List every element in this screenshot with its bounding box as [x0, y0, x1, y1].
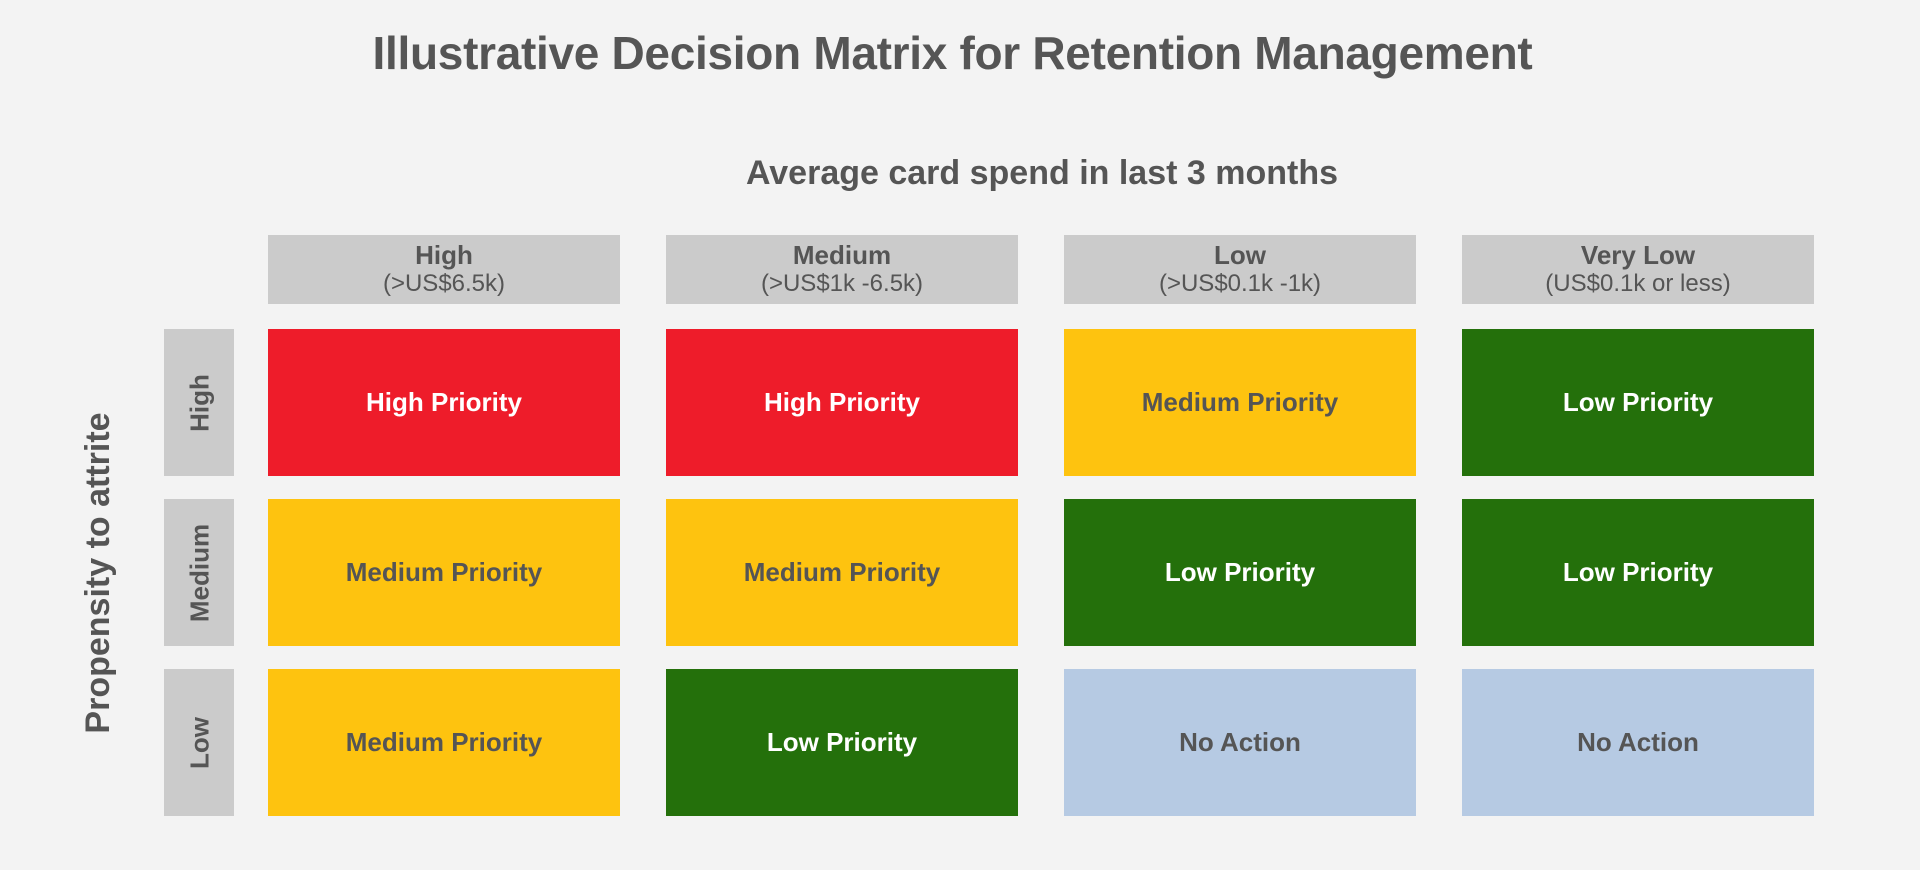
matrix-cell: Medium Priority [666, 499, 1018, 646]
matrix-cell: No Action [1064, 669, 1416, 816]
column-header-name: High [415, 240, 473, 270]
row-header-medium: Medium [164, 499, 234, 646]
column-header-low: Low (>US$0.1k -1k) [1064, 235, 1416, 304]
row-header-label: Medium [184, 523, 214, 622]
column-header-name: Medium [792, 240, 892, 270]
matrix-cell: Medium Priority [268, 499, 620, 646]
column-header-range: (>US$6.5k) [382, 270, 506, 297]
column-header-very-low: Very Low (US$0.1k or less) [1462, 235, 1814, 304]
column-header-name: Low [1214, 240, 1266, 270]
x-axis-title: Average card spend in last 3 months [745, 154, 1339, 192]
matrix-cell: Low Priority [1462, 499, 1814, 646]
column-header-high: High (>US$6.5k) [268, 235, 620, 304]
matrix-cell: High Priority [268, 329, 620, 476]
row-header-low: Low [164, 669, 234, 816]
matrix-cell: High Priority [666, 329, 1018, 476]
row-header-high: High [164, 329, 234, 476]
page-title: Illustrative Decision Matrix for Retenti… [372, 27, 1533, 79]
column-header-range: (>US$1k -6.5k) [760, 270, 924, 297]
matrix-cell: Medium Priority [1064, 329, 1416, 476]
row-header-label: High [184, 373, 214, 432]
matrix-cell: Medium Priority [268, 669, 620, 816]
column-header-range: (>US$0.1k -1k) [1158, 270, 1322, 297]
matrix-cell: Low Priority [666, 669, 1018, 816]
column-header-name: Very Low [1580, 240, 1696, 270]
column-header-medium: Medium (>US$1k -6.5k) [666, 235, 1018, 304]
row-header-label: Low [184, 716, 214, 769]
column-header-range: (US$0.1k or less) [1545, 270, 1731, 297]
matrix-cell: No Action [1462, 669, 1814, 816]
y-axis-title: Propensity to attrite [79, 412, 117, 734]
matrix-cell: Low Priority [1064, 499, 1416, 646]
matrix-cell: Low Priority [1462, 329, 1814, 476]
